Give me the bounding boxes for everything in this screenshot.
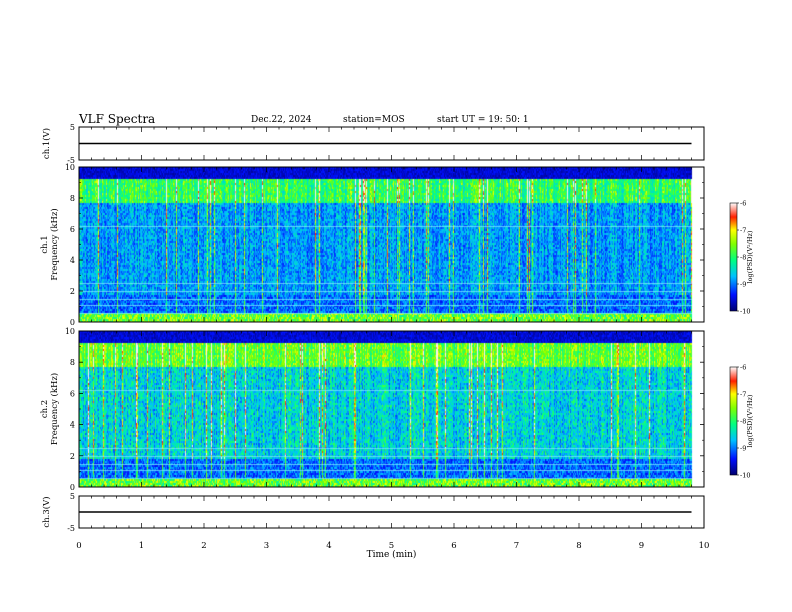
x-tick-label: 1 [139,541,144,551]
y-tick-label: 4 [70,421,75,430]
start-time-label: start UT = 19: 50: 1 [437,115,529,125]
colorbar-tick-label: -9 [740,281,746,289]
spectrogram-ch1 [79,167,704,322]
colorbar-label: log(PSD)(V²/Hz) [746,394,754,447]
colorbar-tick-label: -7 [740,227,746,235]
x-tick-label: 5 [389,541,394,551]
y-tick-label: 10 [65,163,75,172]
x-tick-label: 10 [699,541,710,551]
x-tick-label: 3 [264,541,269,551]
colorbar-tick-label: -6 [740,200,746,208]
colorbar [729,366,738,476]
colorbar-tick-label: -9 [740,445,746,453]
colorbar-tick-label: -8 [740,254,746,262]
y-axis-label: ch.1(V) [41,128,52,159]
x-tick-label: 4 [326,541,331,551]
x-axis-label: Time (min) [367,549,417,560]
chart-title: VLF Spectra [79,112,156,126]
y-tick-label: 8 [70,194,75,203]
y-axis-label-channel: ch.2 [40,400,50,418]
y-axis-label-frequency: Frequency (kHz) [49,373,60,445]
y-tick-label: -5 [67,524,75,533]
y-tick-label: 2 [70,287,75,296]
colorbar-tick-label: -8 [740,418,746,426]
colorbar-tick-label: -7 [740,391,746,399]
y-tick-label: 5 [70,123,75,132]
y-axis-label-channel: ch.1 [40,235,50,253]
y-tick-label: -5 [67,156,75,165]
x-tick-label: 6 [451,541,456,551]
y-tick-label: 0 [70,483,75,492]
y-tick-label: 5 [70,492,75,501]
y-axis-label-frequency: Frequency (kHz) [49,208,60,280]
y-tick-label: 6 [70,389,75,398]
y-tick-label: 10 [65,327,75,336]
x-tick-label: 7 [514,541,519,551]
colorbar-tick-label: -6 [740,364,746,372]
y-tick-label: 2 [70,452,75,461]
date-label: Dec.22, 2024 [251,115,312,125]
colorbar [729,202,738,312]
y-tick-label: 0 [70,318,75,327]
x-tick-label: 0 [76,541,81,551]
colorbar-label: log(PSD)(V²/Hz) [746,230,754,283]
y-axis-label: ch.3(V) [41,496,52,527]
y-tick-label: 6 [70,225,75,234]
colorbar-tick-label: -10 [740,308,750,316]
station-label: station=MOS [343,115,405,125]
x-tick-label: 8 [576,541,581,551]
colorbar-tick-label: -10 [740,472,750,480]
y-tick-label: 4 [70,256,75,265]
spectrogram-ch2 [79,331,704,487]
y-tick-label: 8 [70,358,75,367]
x-tick-label: 2 [201,541,206,551]
x-tick-label: 9 [639,541,644,551]
